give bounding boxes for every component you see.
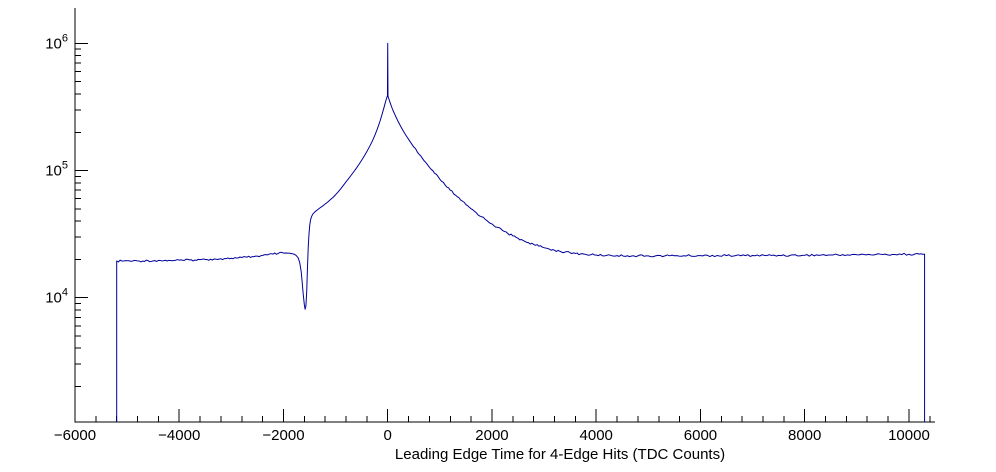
y-tick-label: 104 — [45, 287, 68, 307]
y-tick-label: 106 — [45, 32, 68, 52]
y-tick-label: 105 — [45, 160, 68, 180]
x-axis-title: Leading Edge Time for 4-Edge Hits (TDC C… — [394, 446, 726, 463]
axis-frame — [74, 8, 935, 423]
x-tick-label: 2000 — [475, 427, 508, 444]
histogram-line — [116, 42, 926, 423]
x-tick-label: −2000 — [262, 427, 304, 444]
x-tick-label: 6000 — [684, 427, 717, 444]
x-tick-label: 8000 — [788, 427, 821, 444]
x-tick-label: 4000 — [580, 427, 613, 444]
x-tick-label: 0 — [384, 427, 392, 444]
x-tick-label: −6000 — [54, 427, 96, 444]
x-tick-label: −4000 — [158, 427, 200, 444]
x-tick-label: 10000 — [888, 427, 930, 444]
